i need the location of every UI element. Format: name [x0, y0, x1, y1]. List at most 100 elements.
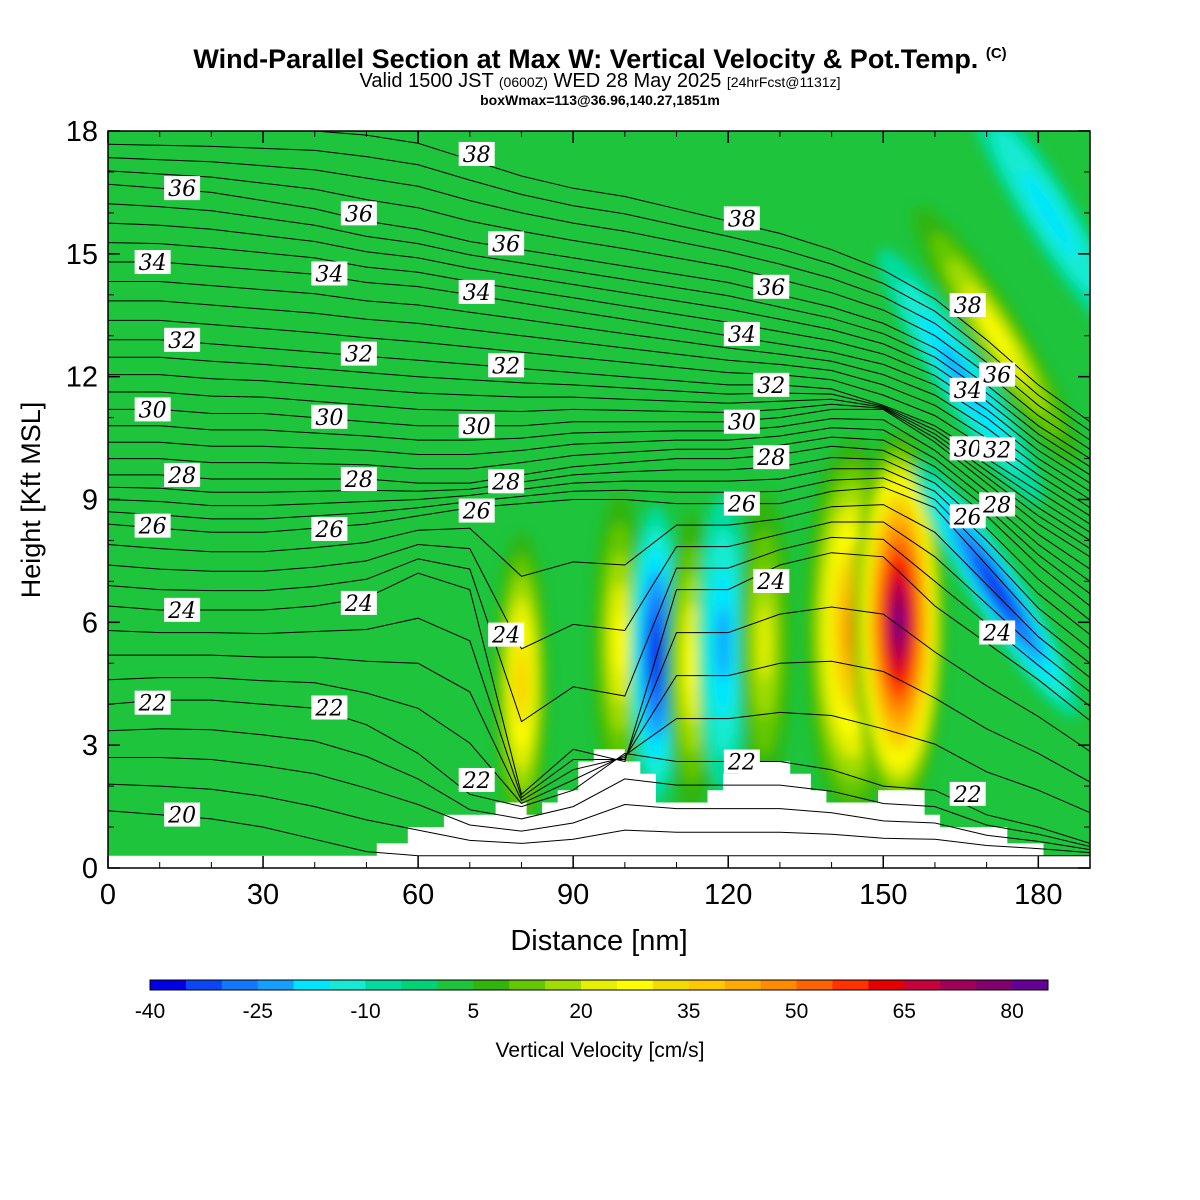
theta-minor-contour: [108, 281, 1090, 500]
theta-minor-contour: [108, 319, 1090, 517]
theta-label-36: 36: [979, 362, 1016, 389]
svg-text:26: 26: [314, 518, 343, 543]
y-axis-label: Height [Kft MSL]: [16, 402, 46, 599]
theta-minor-contour: [108, 436, 1090, 595]
theta-28-contour: [108, 445, 1090, 607]
svg-text:26: 26: [953, 505, 982, 530]
svg-text:32: 32: [345, 343, 373, 368]
theta-minor-contour: [108, 757, 1090, 851]
svg-text:28: 28: [344, 468, 373, 493]
theta-label-38: 38: [949, 293, 986, 319]
colorbar: -40 -25 -10 5 20 35 50 65 80: [135, 979, 1049, 1023]
theta-label-30: 30: [723, 409, 760, 436]
theta-label-38: 38: [723, 206, 760, 232]
svg-text:34: 34: [139, 251, 167, 276]
w-cell-1-level-5: [614, 612, 625, 673]
colorbar-swatch: [616, 980, 654, 990]
colorbar-swatch: [329, 980, 367, 990]
theta-label-24: 24: [753, 568, 790, 595]
svg-text:22: 22: [138, 692, 167, 717]
theta-label-32: 32: [753, 372, 790, 399]
theta-label-36: 36: [488, 231, 525, 257]
theta-minor-contour: [108, 427, 1090, 582]
theta-30-contour: [108, 408, 1090, 558]
theta-minor-contour: [108, 300, 1090, 509]
theta-minor-contour: [108, 606, 1090, 799]
theta-minor-contour: [108, 391, 1090, 550]
y-tick-label: 18: [66, 116, 98, 148]
colorbar-swatch: [509, 980, 546, 990]
terrain: [108, 749, 1090, 868]
theta-label-38: 38: [458, 141, 495, 168]
colorbar-tick-label: 5: [467, 1000, 479, 1023]
colorbar-swatch: [257, 980, 295, 990]
theta-label-28: 28: [164, 462, 201, 489]
x-tick-label: 150: [859, 879, 907, 911]
svg-text:36: 36: [345, 202, 373, 227]
svg-text:30: 30: [954, 437, 982, 462]
colorbar-tick-label: -40: [135, 1000, 165, 1023]
colorbar-tick-label: 35: [677, 1000, 700, 1023]
colorbar-swatch: [796, 980, 833, 990]
w-cell-3-level-5: [686, 633, 698, 694]
theta-label-28: 28: [753, 445, 790, 471]
colorbar-swatch: [293, 980, 331, 990]
theta-label-34: 34: [458, 279, 495, 306]
x-tick-label: 60: [402, 879, 434, 911]
svg-text:38: 38: [463, 143, 491, 168]
theta-minor-contour: [108, 170, 1090, 450]
colorbar-swatch: [581, 980, 618, 990]
theta-minor-contour: [108, 521, 1090, 693]
theta-label-36: 36: [753, 274, 790, 301]
colorbar-swatch: [473, 980, 510, 990]
svg-text:34: 34: [954, 379, 982, 404]
theta-label-30: 30: [458, 413, 495, 440]
svg-text:28: 28: [756, 446, 785, 471]
vertical-velocity-field: [495, 131, 1090, 834]
colorbar-swatch: [832, 980, 869, 990]
svg-text:36: 36: [492, 232, 520, 257]
colorbar-tick-label: -25: [243, 1000, 273, 1023]
theta-label-22: 22: [949, 781, 986, 808]
theta-minor-contour: [108, 356, 1090, 533]
theta-32-contour: [108, 339, 1090, 525]
theta-label-26: 26: [311, 516, 348, 543]
colorbar-swatch: [150, 980, 187, 990]
colorbar-tick-label: 50: [785, 1000, 808, 1023]
colorbar-swatch: [688, 980, 726, 990]
theta-minor-contour: [108, 242, 1090, 484]
y-tick-label: 0: [82, 853, 98, 885]
theta-label-20: 20: [164, 802, 201, 829]
theta-label-26: 26: [458, 498, 495, 525]
theta-minor-contour: [108, 143, 1090, 432]
svg-text:22: 22: [727, 751, 756, 776]
theta-22-contour: [108, 699, 1090, 844]
w-cell-0-level-7: [517, 662, 526, 706]
theta-38-contour: [108, 131, 1090, 423]
svg-text:30: 30: [463, 415, 491, 440]
colorbar-swatch: [185, 980, 223, 990]
svg-text:26: 26: [138, 515, 167, 540]
theta-label-24: 24: [340, 590, 377, 617]
svg-text:34: 34: [728, 323, 756, 348]
colorbar-swatch: [904, 980, 941, 990]
theta-minor-contour: [108, 728, 1090, 847]
svg-text:22: 22: [462, 769, 491, 794]
theta-minor-contour: [108, 654, 1090, 802]
theta-label-30: 30: [134, 397, 171, 423]
theta-label-34: 34: [311, 261, 348, 287]
svg-text:24: 24: [982, 621, 1011, 646]
colorbar-swatch: [437, 980, 474, 990]
theta-24-contour: [108, 552, 1090, 796]
theta-label-22: 22: [134, 690, 171, 717]
svg-text:36: 36: [983, 364, 1011, 389]
theta-minor-contour: [108, 536, 1090, 723]
svg-text:36: 36: [757, 276, 785, 301]
x-tick-label: 0: [100, 879, 116, 911]
y-tick-label: 15: [66, 239, 98, 271]
theta-minor-contour: [108, 157, 1090, 441]
theta-minor-contour: [108, 418, 1090, 570]
boxwmax-line: boxWmax=113@36.96,140.27,1851m: [480, 92, 720, 108]
theta-label-32: 32: [979, 437, 1016, 463]
